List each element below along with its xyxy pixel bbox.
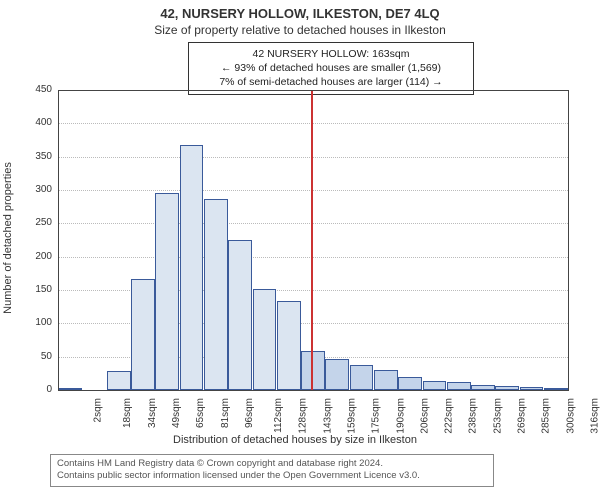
y-tick-label: 250 — [24, 217, 52, 228]
histogram-bar — [350, 365, 374, 390]
x-tick-label: 253sqm — [492, 398, 503, 434]
y-tick-label: 0 — [24, 384, 52, 395]
chart-title-main: 42, NURSERY HOLLOW, ILKESTON, DE7 4LQ — [0, 0, 600, 21]
histogram-bar — [253, 289, 277, 390]
y-tick-label: 300 — [24, 184, 52, 195]
x-tick-label: 34sqm — [147, 398, 158, 428]
histogram-bar — [520, 387, 544, 390]
y-tick-label: 150 — [24, 284, 52, 295]
histogram-bar — [180, 145, 204, 390]
y-tick-label: 50 — [24, 351, 52, 362]
gridline — [58, 123, 568, 125]
histogram-bar — [204, 199, 228, 390]
gridline — [58, 90, 568, 92]
chart-title-sub: Size of property relative to detached ho… — [0, 21, 600, 37]
y-axis-label: Number of detached properties — [2, 138, 14, 338]
histogram-bar — [423, 381, 447, 390]
reference-line — [311, 90, 313, 390]
chart-container: { "titles": { "main": "42, NURSERY HOLLO… — [0, 0, 600, 500]
annotation-line1: 42 NURSERY HOLLOW: 163sqm — [196, 47, 466, 61]
histogram-bar — [155, 193, 179, 390]
footer-attribution: Contains HM Land Registry data © Crown c… — [50, 454, 494, 487]
x-tick-label: 300sqm — [565, 398, 576, 434]
gridline — [58, 190, 568, 192]
annotation-line2: ← 93% of detached houses are smaller (1,… — [196, 61, 466, 75]
x-tick-label: 81sqm — [220, 398, 231, 428]
x-tick-label: 2sqm — [93, 398, 104, 422]
footer-line2: Contains public sector information licen… — [57, 470, 487, 482]
y-tick-label: 200 — [24, 251, 52, 262]
footer-line1: Contains HM Land Registry data © Crown c… — [57, 458, 487, 470]
y-tick-label: 400 — [24, 117, 52, 128]
histogram-bar — [471, 385, 495, 390]
histogram-bar — [495, 386, 519, 390]
x-tick-label: 128sqm — [298, 398, 309, 434]
x-tick-label: 285sqm — [541, 398, 552, 434]
histogram-bar — [228, 240, 252, 390]
histogram-bar — [374, 370, 398, 390]
histogram-bar — [107, 371, 131, 390]
x-tick-label: 159sqm — [347, 398, 358, 434]
histogram-bar — [277, 301, 301, 390]
annotation-line3: 7% of semi-detached houses are larger (1… — [196, 75, 466, 89]
y-tick-label: 450 — [24, 84, 52, 95]
gridline — [58, 390, 568, 392]
x-tick-label: 175sqm — [371, 398, 382, 434]
histogram-bar — [325, 359, 349, 390]
x-tick-label: 143sqm — [322, 398, 333, 434]
x-tick-label: 49sqm — [171, 398, 182, 428]
x-tick-label: 65sqm — [195, 398, 206, 428]
x-tick-label: 316sqm — [589, 398, 600, 434]
histogram-bar — [58, 388, 82, 390]
histogram-bar — [301, 351, 325, 390]
x-tick-label: 18sqm — [122, 398, 133, 428]
x-tick-label: 112sqm — [273, 398, 284, 433]
x-tick-label: 96sqm — [244, 398, 255, 428]
annotation-box: 42 NURSERY HOLLOW: 163sqm ← 93% of detac… — [188, 42, 474, 95]
plot-area — [58, 90, 568, 390]
histogram-bar — [544, 388, 568, 390]
x-tick-label: 222sqm — [444, 398, 455, 434]
y-tick-label: 350 — [24, 151, 52, 162]
histogram-bar — [131, 279, 155, 390]
x-axis-label: Distribution of detached houses by size … — [173, 434, 417, 446]
x-tick-label: 269sqm — [517, 398, 528, 434]
histogram-bar — [398, 377, 422, 390]
gridline — [58, 257, 568, 259]
gridline — [58, 223, 568, 225]
x-tick-label: 238sqm — [468, 398, 479, 434]
histogram-bar — [447, 382, 471, 390]
x-tick-label: 190sqm — [395, 398, 406, 434]
y-tick-label: 100 — [24, 317, 52, 328]
gridline — [58, 157, 568, 159]
x-tick-label: 206sqm — [419, 398, 430, 434]
